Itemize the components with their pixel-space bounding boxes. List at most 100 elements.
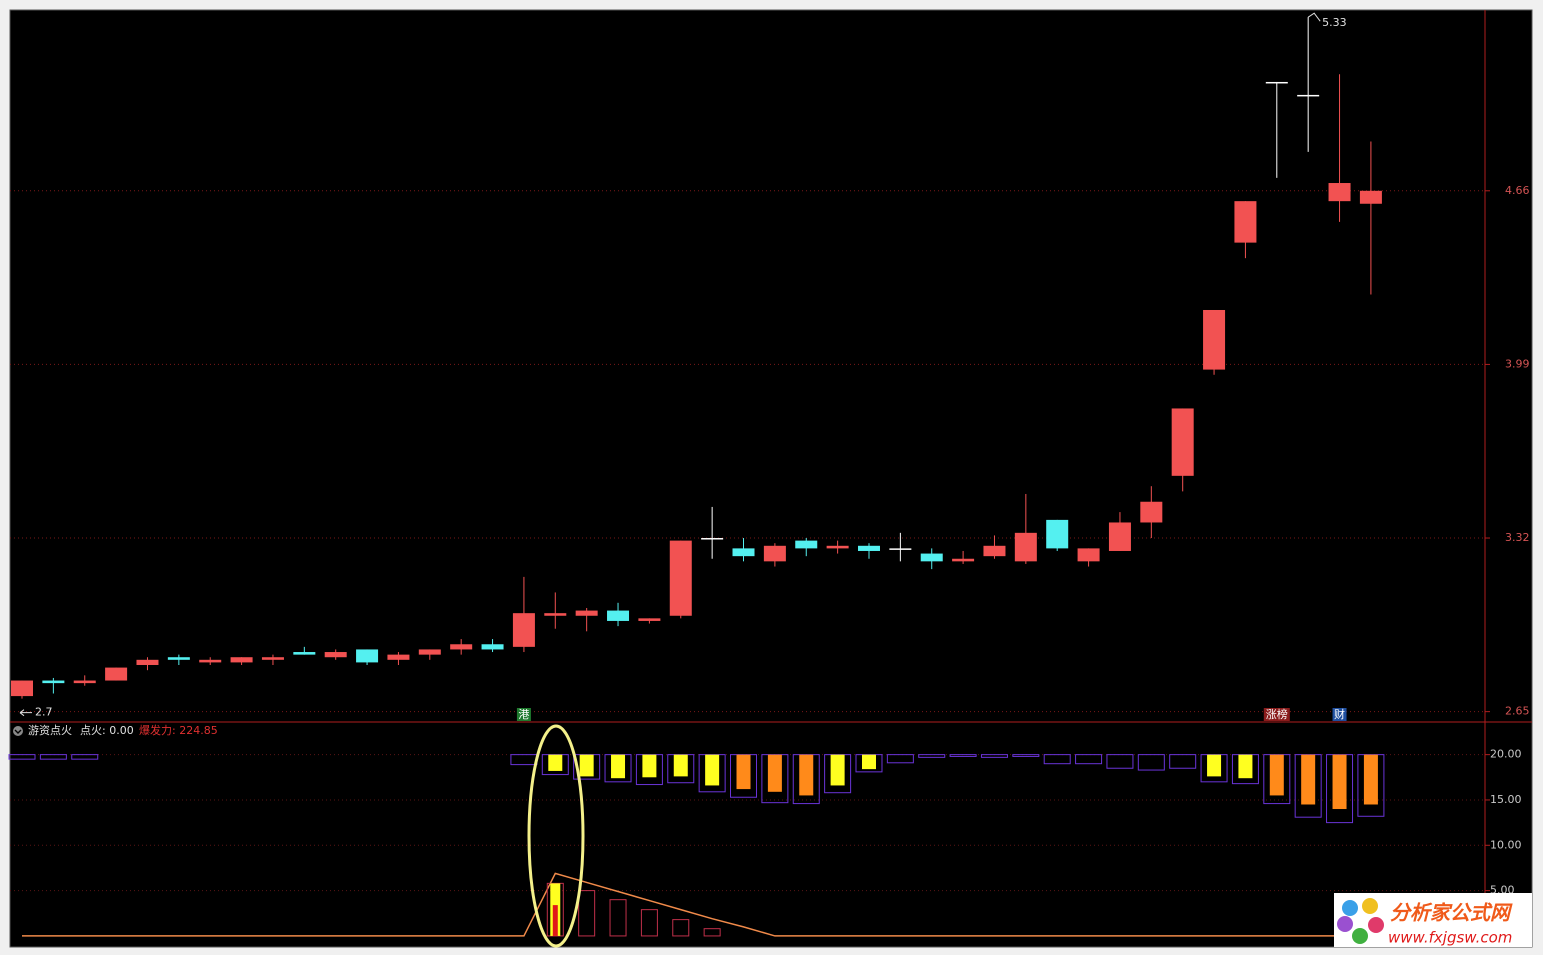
chart-background	[9, 9, 1533, 948]
candle-body	[42, 680, 65, 684]
candle-body	[920, 553, 943, 562]
candle-body	[983, 545, 1006, 557]
indicator-icon[interactable]	[13, 726, 23, 736]
indicator-icon-arrow	[14, 729, 22, 734]
candle-body	[230, 657, 253, 663]
candle-body	[73, 680, 96, 684]
candle-body	[826, 545, 849, 549]
watermark-petal	[1368, 917, 1384, 933]
candle-body	[889, 548, 912, 550]
y-tick-label: 10.00	[1490, 838, 1522, 851]
candle-body	[199, 659, 222, 663]
y-tick-label: 15.00	[1490, 793, 1522, 806]
candle-body	[952, 558, 975, 562]
bar	[579, 754, 594, 777]
indicator-value: 点火: 0.00	[80, 724, 134, 737]
candle-body	[763, 545, 786, 562]
bar	[1269, 754, 1284, 796]
bar	[767, 754, 782, 792]
candle-body	[1234, 201, 1257, 243]
event-tag-label: 港	[518, 708, 529, 721]
min-label: 2.7	[35, 706, 53, 719]
candle-body	[293, 652, 316, 655]
watermark-title: 分析家公式网	[1390, 901, 1513, 925]
candle-body	[324, 652, 347, 658]
box-bar	[672, 919, 690, 937]
candle-body	[167, 657, 190, 660]
box-bar	[949, 754, 977, 757]
candle-body	[450, 644, 473, 650]
bar	[1301, 754, 1316, 805]
watermark: 分析家公式网 www.fxjgsw.com	[1334, 893, 1532, 947]
box-bar	[578, 890, 596, 937]
event-tag	[1332, 708, 1347, 721]
candle-body	[607, 610, 630, 621]
candle-body	[1014, 532, 1037, 562]
watermark-petal	[1362, 898, 1378, 914]
candle-body	[11, 680, 33, 697]
candle-body	[261, 657, 284, 660]
watermark-petal	[1352, 928, 1368, 944]
y-tick-label: 3.32	[1505, 531, 1530, 544]
candle-body	[1297, 94, 1320, 97]
watermark-petal	[1337, 916, 1353, 932]
bar	[1363, 754, 1378, 805]
box-bar	[640, 909, 658, 937]
candle-body	[1140, 501, 1163, 523]
bar	[1332, 754, 1347, 810]
bar	[1238, 754, 1253, 779]
bar	[830, 754, 845, 786]
watermark-url: www.fxjgsw.com	[1388, 929, 1512, 947]
candle-body	[795, 540, 818, 549]
candle-body	[136, 659, 159, 665]
candle-body	[1171, 408, 1194, 476]
candle-body	[418, 649, 441, 655]
candle-body	[1077, 548, 1100, 562]
line	[22, 872, 1371, 937]
max-marker	[1307, 12, 1321, 22]
y-tick-label: 20.00	[1490, 748, 1522, 761]
max-label: 5.33	[1322, 16, 1347, 29]
box-bar	[609, 899, 627, 937]
candle-body	[387, 654, 410, 660]
candle-body	[732, 548, 755, 557]
bar	[736, 754, 751, 790]
candle-body	[1108, 522, 1131, 551]
bar	[705, 754, 720, 786]
indicator-title: 游资点火	[28, 724, 72, 737]
bar	[861, 754, 876, 770]
candle-body	[1359, 190, 1382, 204]
bar	[1207, 754, 1222, 777]
highlight-ellipse	[527, 724, 585, 948]
candle-body	[1203, 309, 1226, 370]
candle-body	[105, 667, 128, 681]
box-bar	[980, 754, 1008, 758]
box-bar	[1012, 754, 1040, 757]
candle-body	[481, 644, 504, 650]
y-tick-label: 4.66	[1505, 184, 1530, 197]
candle-body	[669, 540, 692, 616]
bar	[548, 754, 563, 771]
box-bar	[918, 754, 946, 758]
indicator-value: 爆发力: 224.85	[139, 723, 218, 737]
candle-body	[356, 649, 379, 663]
candle-body	[575, 610, 598, 616]
candle-body	[512, 613, 535, 647]
candle-body	[638, 618, 661, 621]
event-tag-label: 涨榜	[1266, 707, 1288, 721]
box-bar	[1169, 754, 1197, 769]
watermark-center	[1355, 914, 1367, 926]
box-bar	[8, 754, 36, 760]
candle-body	[1265, 81, 1288, 84]
box-bar	[1043, 754, 1071, 765]
bar	[642, 754, 657, 778]
candle-body	[1328, 183, 1351, 202]
event-tag	[516, 708, 531, 721]
box-bar	[1075, 754, 1103, 765]
candle-body	[701, 538, 724, 540]
candle-body	[857, 545, 880, 551]
candle-body	[544, 613, 567, 616]
box-bar	[1106, 754, 1134, 769]
